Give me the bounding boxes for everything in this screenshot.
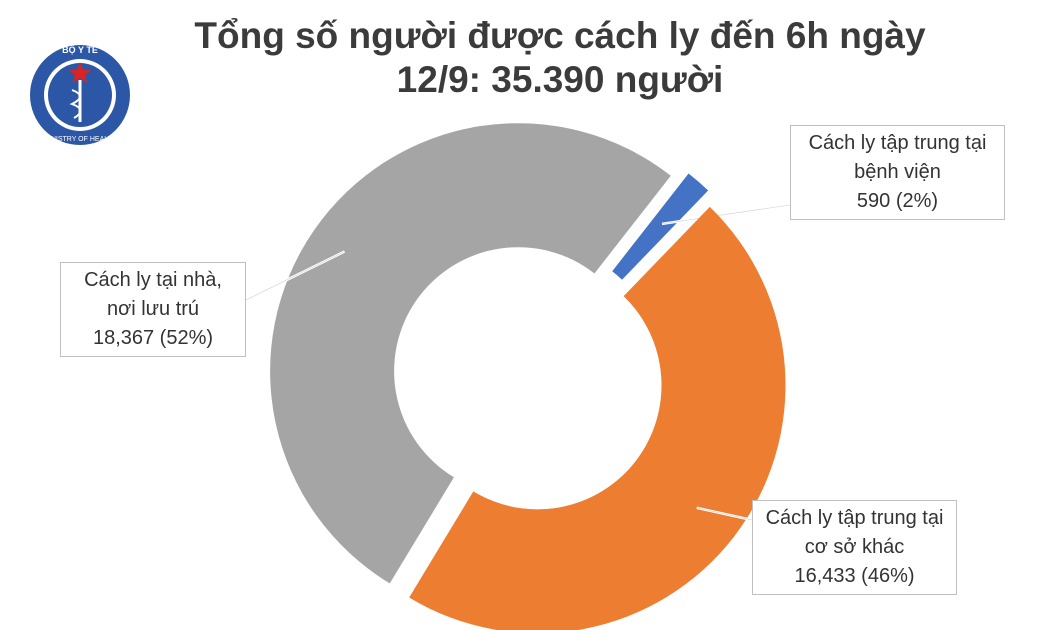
leader-line-edge bbox=[245, 251, 345, 301]
data-label: Cách ly tập trung tại bệnh viện 590 (2%) bbox=[790, 125, 1005, 220]
category-label: Cách ly tập trung tại cơ sở khác bbox=[765, 507, 944, 558]
value-label: 590 (2%) bbox=[856, 190, 939, 212]
value-label: 18,367 (52%) bbox=[92, 327, 214, 349]
leader-line-edge bbox=[661, 204, 791, 225]
leader-line-edge bbox=[696, 507, 753, 521]
logo-snake bbox=[69, 89, 82, 119]
data-label: Cách ly tập trung tại cơ sở khác 16,433 (… bbox=[752, 500, 957, 595]
category-label: Cách ly tập trung tại bệnh viện bbox=[808, 132, 987, 183]
donut-slice bbox=[270, 123, 671, 584]
category-label: Cách ly tại nhà, nơi lưu trú bbox=[84, 269, 222, 320]
logo-star bbox=[69, 62, 91, 83]
chart-title: Tổng số người được cách ly đến 6h ngày 1… bbox=[194, 15, 926, 100]
donut-slice bbox=[409, 206, 786, 630]
logo-top: BỘ Y TẾ bbox=[62, 44, 98, 55]
logo: BỘ Y TẾ MINISTRY OF HEALTH bbox=[30, 44, 130, 145]
value-label: 16,433 (46%) bbox=[794, 565, 915, 587]
data-label: Cách ly tại nhà, nơi lưu trú 18,367 (52%) bbox=[60, 262, 246, 357]
donut-slice bbox=[612, 173, 709, 280]
logo-bottom: MINISTRY OF HEALTH bbox=[43, 136, 117, 143]
